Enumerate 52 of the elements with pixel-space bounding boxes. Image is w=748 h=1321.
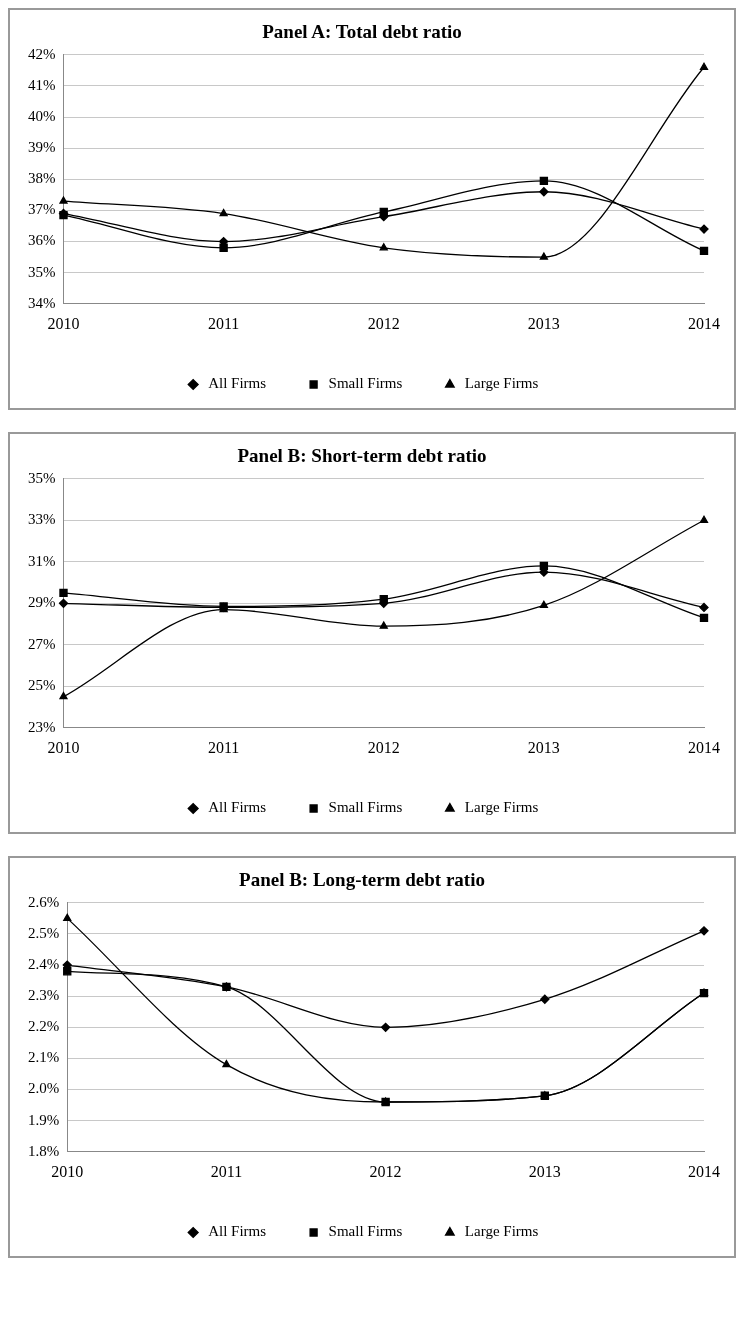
y-tick-label: 37% xyxy=(28,201,56,218)
x-tick-label: 2013 xyxy=(528,1162,561,1180)
x-tick-label: 2014 xyxy=(688,738,720,756)
x-tick-label: 2010 xyxy=(51,1162,84,1180)
legend-label: All Firms xyxy=(208,799,267,816)
y-tick-label: 42% xyxy=(28,45,56,62)
y-tick-label: 39% xyxy=(28,139,56,156)
legend-label: All Firms xyxy=(208,1223,267,1240)
legend-label: Large Firms xyxy=(464,1223,539,1240)
y-tick-label: 2.6% xyxy=(28,893,60,910)
y-tick-label: 1.9% xyxy=(28,1111,60,1128)
legend-label: Large Firms xyxy=(464,799,539,816)
y-tick-label: 34% xyxy=(28,294,56,311)
x-tick-label: 2012 xyxy=(367,738,400,756)
y-tick-label: 2.1% xyxy=(28,1049,60,1066)
y-tick-label: 2.3% xyxy=(28,987,60,1004)
legend-label: Small Firms xyxy=(328,1223,403,1240)
legend-label: Small Firms xyxy=(328,799,403,816)
chart-title: Panel A: Total debt ratio xyxy=(262,21,462,43)
x-tick-label: 2010 xyxy=(47,738,80,756)
x-tick-label: 2011 xyxy=(207,738,240,756)
x-tick-label: 2011 xyxy=(210,1162,243,1180)
y-tick-label: 2.5% xyxy=(28,924,60,941)
y-tick-label: 40% xyxy=(28,107,56,124)
y-tick-label: 25% xyxy=(28,677,56,694)
legend-label: Large Firms xyxy=(464,375,539,392)
y-tick-label: 23% xyxy=(28,718,56,735)
legend-label: All Firms xyxy=(208,375,267,392)
x-tick-label: 2012 xyxy=(369,1162,402,1180)
x-tick-label: 2010 xyxy=(47,314,80,332)
y-tick-label: 2.2% xyxy=(28,1018,60,1035)
x-tick-label: 2014 xyxy=(688,314,720,332)
y-tick-label: 2.4% xyxy=(28,955,60,972)
chart-title: Panel B: Long-term debt ratio xyxy=(239,869,485,891)
y-tick-label: 35% xyxy=(28,263,56,280)
x-tick-label: 2012 xyxy=(367,314,400,332)
y-tick-label: 2.0% xyxy=(28,1080,60,1097)
x-tick-label: 2013 xyxy=(527,738,560,756)
y-tick-label: 29% xyxy=(28,594,56,611)
y-tick-label: 1.8% xyxy=(28,1142,60,1159)
y-tick-label: 35% xyxy=(28,469,56,486)
y-tick-label: 41% xyxy=(28,76,56,93)
y-tick-label: 36% xyxy=(28,232,56,249)
y-tick-label: 31% xyxy=(28,552,56,569)
y-tick-label: 27% xyxy=(28,635,56,652)
x-tick-label: 2014 xyxy=(688,1162,720,1180)
chart-title: Panel B: Short-term debt ratio xyxy=(237,445,487,467)
x-tick-label: 2013 xyxy=(527,314,560,332)
y-tick-label: 33% xyxy=(28,511,56,528)
x-tick-label: 2011 xyxy=(207,314,240,332)
y-tick-label: 38% xyxy=(28,170,56,187)
legend-label: Small Firms xyxy=(328,375,403,392)
